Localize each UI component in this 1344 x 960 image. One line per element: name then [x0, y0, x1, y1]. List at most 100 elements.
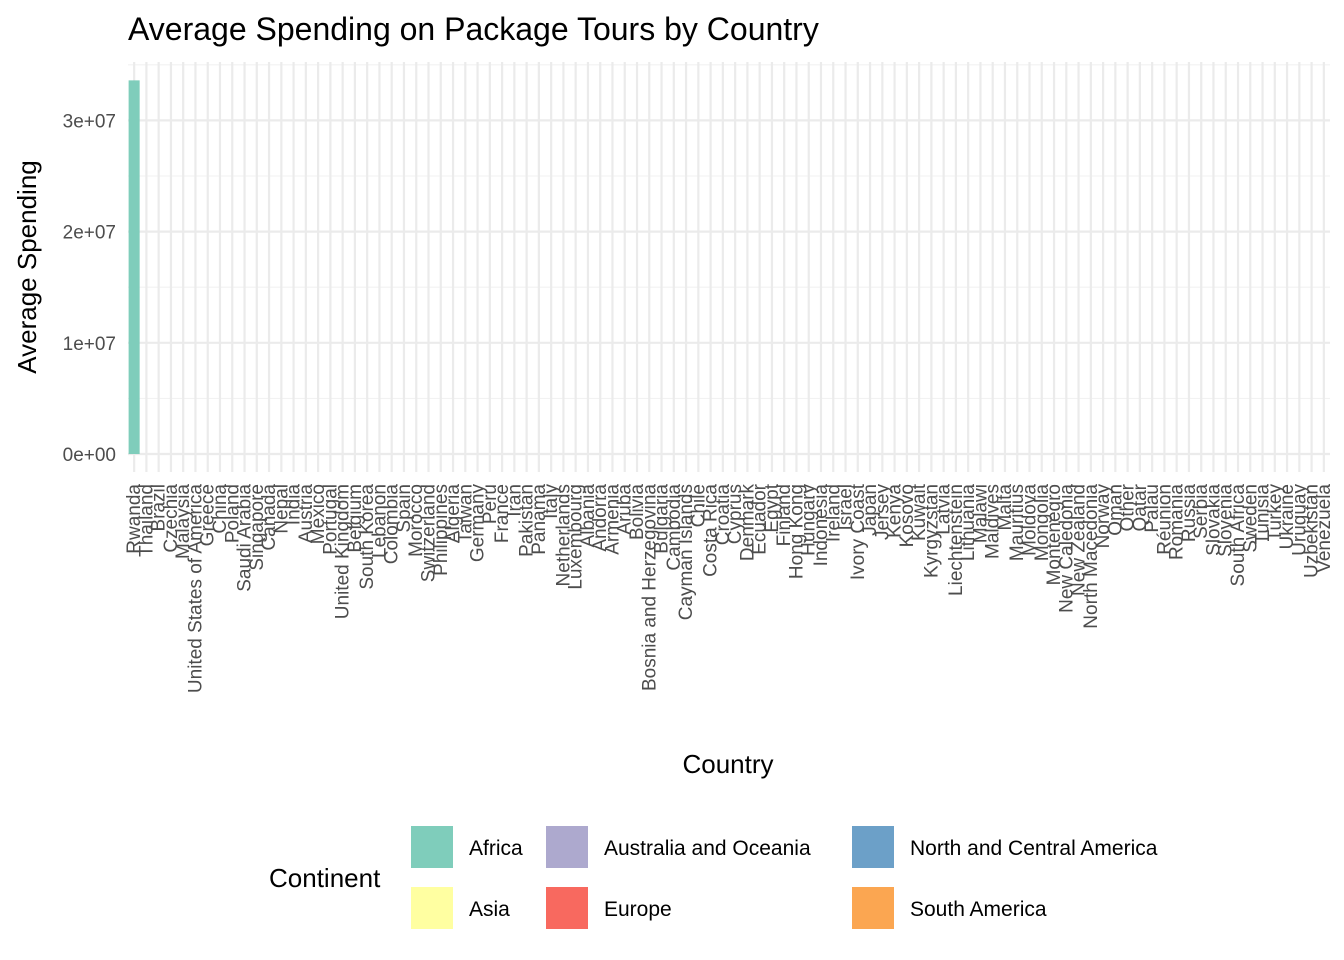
- x-tick-label: New Zealand: [1069, 484, 1090, 596]
- x-tick-label: Saudi Arabia: [235, 484, 256, 592]
- x-tick-label: Nepal: [271, 484, 292, 534]
- x-tick-label: United States of America: [185, 484, 206, 694]
- x-tick-label: Uruguay: [1289, 484, 1310, 556]
- x-tick-label: Slovenia: [1216, 484, 1237, 557]
- x-tick-label: Liechtenstein: [946, 484, 967, 596]
- x-tick-label: Costa Rica: [701, 484, 722, 577]
- x-tick-label: Colombia: [382, 484, 403, 565]
- grid: [128, 62, 1330, 472]
- legend-label-asia: Asia: [469, 898, 510, 921]
- x-tick-label: United Kingdom: [333, 484, 354, 619]
- x-tick-label: Cayman Islands: [676, 484, 697, 620]
- chart-title: Average Spending on Package Tours by Cou…: [128, 11, 819, 47]
- x-tick-label: Finland: [774, 484, 795, 546]
- x-tick-label: Singapore: [247, 484, 268, 571]
- x-tick-label: Luxembourg: [566, 484, 587, 590]
- x-tick-label: Armenia: [602, 484, 623, 555]
- x-tick-label: Indonesia: [811, 484, 832, 567]
- x-tick-label: Austria: [296, 484, 317, 544]
- x-tick-label: Mauritius: [1007, 484, 1028, 561]
- x-tick-label: Lebanon: [369, 484, 390, 558]
- x-tick-label: Greece: [198, 484, 219, 546]
- x-tick-label: Kuwait: [909, 483, 930, 541]
- legend-title: Continent: [269, 863, 381, 893]
- x-tick-label: Croatia: [713, 484, 734, 546]
- y-tick-label: 3e+07: [63, 111, 116, 132]
- x-tick-label: Poland: [222, 484, 243, 543]
- x-tick-label: Iran: [504, 484, 525, 517]
- x-tick-label: Ireland: [823, 484, 844, 542]
- x-tick-label: Thailand: [136, 484, 157, 557]
- x-tick-label: Hong Kong: [786, 484, 807, 579]
- y-axis-ticks: 0e+00 1e+07 2e+07 3e+07: [63, 111, 116, 466]
- x-tick-label: Hungary: [799, 484, 820, 556]
- x-tick-label: Germany: [468, 484, 489, 563]
- x-tick-label: Taiwan: [455, 484, 476, 543]
- legend-label-africa: Africa: [469, 837, 523, 860]
- x-tick-label: Portugal: [320, 484, 341, 555]
- x-tick-label: Other: [1118, 483, 1139, 531]
- x-tick-label: Russia: [1179, 484, 1200, 543]
- x-tick-label: India: [284, 484, 305, 526]
- x-tick-label: Malta: [995, 484, 1016, 531]
- x-tick-label: Réunion: [1154, 484, 1175, 555]
- x-tick-label: Palau: [1142, 484, 1163, 533]
- y-axis-title: Average Spending: [12, 160, 42, 373]
- x-tick-label: Kenya: [885, 484, 906, 538]
- legend-swatch-europe: [546, 887, 588, 929]
- x-tick-label: Brazil: [149, 484, 170, 532]
- x-tick-label: Sweden: [1240, 484, 1261, 553]
- legend-label-europe: Europe: [604, 898, 672, 921]
- x-tick-label: Peru: [480, 484, 501, 524]
- x-tick-label: Algeria: [443, 484, 464, 544]
- y-tick-label: 2e+07: [63, 223, 116, 244]
- x-tick-label: Canada: [259, 484, 280, 551]
- x-tick-label: Philippines: [431, 484, 452, 576]
- x-tick-label: Albania: [578, 484, 599, 548]
- x-tick-label: Serbia: [1191, 484, 1212, 539]
- x-tick-label: Panama: [529, 484, 550, 555]
- legend-swatch-north-and-central-america: [852, 826, 894, 868]
- x-tick-label: Ukraine: [1277, 484, 1298, 549]
- x-tick-label: Malawi: [970, 484, 991, 543]
- bars: [128, 80, 140, 455]
- x-tick-label: Moldova: [1020, 484, 1041, 556]
- legend-label-south-america: South America: [910, 898, 1047, 921]
- legend-swatch-south-america: [852, 887, 894, 929]
- x-tick-label: Norway: [1093, 484, 1114, 549]
- x-tick-label: Andorra: [590, 484, 611, 552]
- x-tick-label: Qatar: [1130, 483, 1151, 531]
- x-tick-label: Jersey: [872, 484, 893, 540]
- x-tick-label: Maldives: [983, 484, 1004, 559]
- legend-label-australia-and-oceania: Australia and Oceania: [604, 837, 811, 860]
- x-tick-label: Cambodia: [664, 484, 685, 571]
- legend-swatch-africa: [411, 826, 453, 868]
- x-tick-label: Mongolia: [1032, 484, 1053, 562]
- x-tick-label: Italy: [541, 484, 562, 519]
- x-tick-label: Morocco: [406, 484, 427, 557]
- x-tick-label: Denmark: [737, 484, 758, 562]
- x-tick-label: Latvia: [934, 484, 955, 535]
- x-tick-label: Israel: [836, 484, 857, 530]
- x-tick-label: Japan: [860, 484, 881, 536]
- legend-swatch-australia-and-oceania: [546, 826, 588, 868]
- x-tick-label: Slovakia: [1203, 484, 1224, 556]
- y-tick-label: 0e+00: [63, 445, 116, 466]
- x-tick-label: Montenegro: [1044, 484, 1065, 585]
- x-tick-label: Uzbekistan: [1302, 484, 1323, 578]
- x-tick-label: Ecuador: [750, 483, 771, 554]
- x-tick-label: Bolivia: [627, 484, 648, 540]
- x-tick-label: China: [210, 484, 231, 534]
- x-tick-label: Lithuania: [958, 484, 979, 562]
- x-tick-label: Aruba: [615, 484, 636, 535]
- x-tick-label: Netherlands: [553, 484, 574, 586]
- x-tick-label: Oman: [1105, 484, 1126, 536]
- x-tick-label: Venezuela: [1314, 484, 1335, 573]
- x-axis-ticks: RwandaThailandBrazilCzechiaMalaysiaUnite…: [124, 483, 1335, 693]
- x-tick-label: Mexico: [308, 484, 329, 544]
- x-tick-label: Ivory Coast: [848, 483, 869, 580]
- x-tick-label: Spain: [394, 484, 415, 533]
- x-tick-label: Switzerland: [419, 484, 440, 582]
- x-tick-label: Malaysia: [173, 484, 194, 559]
